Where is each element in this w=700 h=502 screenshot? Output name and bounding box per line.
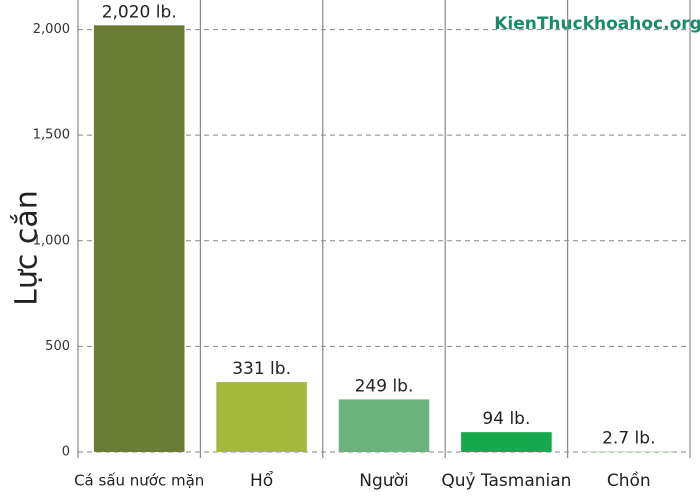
bar: [583, 451, 675, 452]
watermark: KienThuckhoahoc.org: [494, 14, 700, 34]
bar: [216, 382, 307, 452]
bar: [461, 432, 552, 452]
x-tick-label: Người: [359, 471, 408, 491]
bar: [338, 399, 430, 452]
bar: [93, 25, 185, 452]
value-label: 249 lb.: [355, 376, 414, 396]
value-label: 331 lb.: [232, 359, 291, 379]
x-tick-label: Hổ: [250, 470, 274, 491]
y-tick-label: 1,500: [33, 128, 70, 143]
y-tick-label: 500: [45, 339, 70, 354]
value-label: 2.7 lb.: [602, 428, 655, 448]
y-tick-label: 1,000: [33, 233, 70, 248]
y-tick-label: 2,000: [33, 22, 70, 37]
x-tick-label: Cá sấu nước mặn: [74, 472, 204, 490]
y-axis-label: Lực cắn: [10, 190, 45, 306]
y-tick-label: 0: [62, 445, 70, 460]
value-label: 2,020 lb.: [102, 2, 177, 22]
x-tick-label: Quỷ Tasmanian: [441, 471, 571, 491]
value-label: 94 lb.: [482, 409, 530, 429]
x-tick-label: Chồn: [607, 470, 651, 491]
